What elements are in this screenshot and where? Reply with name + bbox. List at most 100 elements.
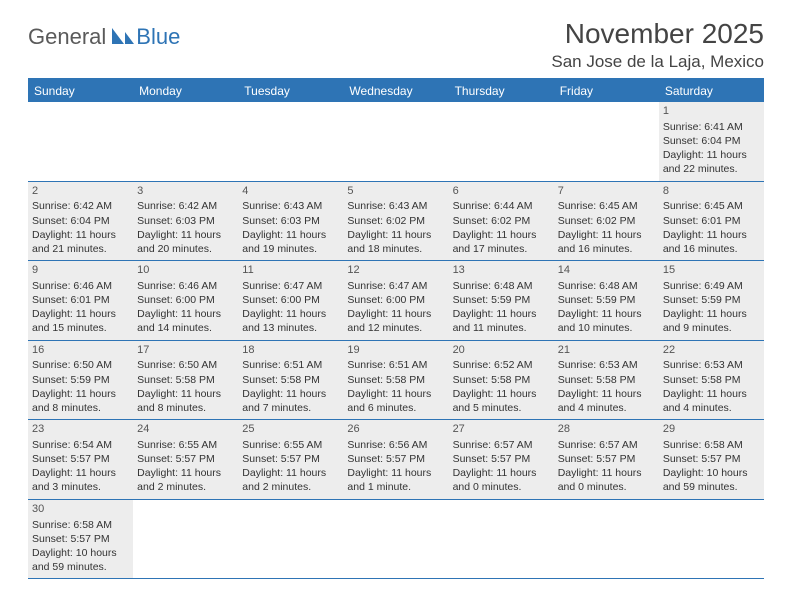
- d2-text: and 7 minutes.: [242, 401, 339, 415]
- weekday-label: Monday: [133, 80, 238, 102]
- sunset-text: Sunset: 6:01 PM: [663, 214, 760, 228]
- day-cell: 15Sunrise: 6:49 AMSunset: 5:59 PMDayligh…: [659, 261, 764, 340]
- day-cell: [28, 102, 133, 181]
- d1-text: Daylight: 11 hours: [137, 307, 234, 321]
- weekday-label: Thursday: [449, 80, 554, 102]
- day-number: 17: [137, 343, 234, 358]
- sunrise-text: Sunrise: 6:58 AM: [663, 438, 760, 452]
- week-row: 16Sunrise: 6:50 AMSunset: 5:59 PMDayligh…: [28, 341, 764, 421]
- d1-text: Daylight: 11 hours: [32, 466, 129, 480]
- sunset-text: Sunset: 5:57 PM: [137, 452, 234, 466]
- d1-text: Daylight: 11 hours: [663, 148, 760, 162]
- day-cell: 25Sunrise: 6:55 AMSunset: 5:57 PMDayligh…: [238, 420, 343, 499]
- d2-text: and 17 minutes.: [453, 242, 550, 256]
- day-number: 23: [32, 422, 129, 437]
- day-cell: 9Sunrise: 6:46 AMSunset: 6:01 PMDaylight…: [28, 261, 133, 340]
- day-cell: 30Sunrise: 6:58 AMSunset: 5:57 PMDayligh…: [28, 500, 133, 579]
- sunset-text: Sunset: 5:57 PM: [242, 452, 339, 466]
- d2-text: and 0 minutes.: [558, 480, 655, 494]
- d1-text: Daylight: 11 hours: [453, 307, 550, 321]
- d2-text: and 12 minutes.: [347, 321, 444, 335]
- day-number: 10: [137, 263, 234, 278]
- day-number: 27: [453, 422, 550, 437]
- day-number: 13: [453, 263, 550, 278]
- day-cell: 20Sunrise: 6:52 AMSunset: 5:58 PMDayligh…: [449, 341, 554, 420]
- sunset-text: Sunset: 5:59 PM: [663, 293, 760, 307]
- weekday-label: Wednesday: [343, 80, 448, 102]
- sunset-text: Sunset: 5:57 PM: [347, 452, 444, 466]
- day-number: 28: [558, 422, 655, 437]
- sunrise-text: Sunrise: 6:51 AM: [347, 358, 444, 372]
- sunrise-text: Sunrise: 6:58 AM: [32, 518, 129, 532]
- d2-text: and 15 minutes.: [32, 321, 129, 335]
- d1-text: Daylight: 11 hours: [453, 466, 550, 480]
- week-row: 23Sunrise: 6:54 AMSunset: 5:57 PMDayligh…: [28, 420, 764, 500]
- d2-text: and 21 minutes.: [32, 242, 129, 256]
- sunset-text: Sunset: 6:03 PM: [137, 214, 234, 228]
- day-cell: [238, 500, 343, 579]
- sunset-text: Sunset: 6:04 PM: [32, 214, 129, 228]
- d1-text: Daylight: 11 hours: [347, 228, 444, 242]
- d1-text: Daylight: 11 hours: [663, 307, 760, 321]
- brand-part2: Blue: [136, 24, 180, 50]
- d2-text: and 11 minutes.: [453, 321, 550, 335]
- day-number: 29: [663, 422, 760, 437]
- day-cell: 23Sunrise: 6:54 AMSunset: 5:57 PMDayligh…: [28, 420, 133, 499]
- day-cell: [449, 500, 554, 579]
- day-number: 22: [663, 343, 760, 358]
- day-cell: 2Sunrise: 6:42 AMSunset: 6:04 PMDaylight…: [28, 182, 133, 261]
- sunrise-text: Sunrise: 6:48 AM: [453, 279, 550, 293]
- day-cell: 21Sunrise: 6:53 AMSunset: 5:58 PMDayligh…: [554, 341, 659, 420]
- sunrise-text: Sunrise: 6:45 AM: [558, 199, 655, 213]
- sunrise-text: Sunrise: 6:45 AM: [663, 199, 760, 213]
- sail-icon: [110, 26, 136, 51]
- sunset-text: Sunset: 6:03 PM: [242, 214, 339, 228]
- sunrise-text: Sunrise: 6:47 AM: [347, 279, 444, 293]
- d1-text: Daylight: 11 hours: [347, 387, 444, 401]
- d1-text: Daylight: 11 hours: [32, 228, 129, 242]
- sunset-text: Sunset: 5:59 PM: [558, 293, 655, 307]
- d1-text: Daylight: 10 hours: [663, 466, 760, 480]
- day-cell: [449, 102, 554, 181]
- week-row: 2Sunrise: 6:42 AMSunset: 6:04 PMDaylight…: [28, 182, 764, 262]
- sunset-text: Sunset: 6:02 PM: [347, 214, 444, 228]
- day-cell: [343, 500, 448, 579]
- sunset-text: Sunset: 6:00 PM: [137, 293, 234, 307]
- sunset-text: Sunset: 5:57 PM: [558, 452, 655, 466]
- sunrise-text: Sunrise: 6:50 AM: [32, 358, 129, 372]
- sunrise-text: Sunrise: 6:41 AM: [663, 120, 760, 134]
- day-number: 24: [137, 422, 234, 437]
- day-cell: 10Sunrise: 6:46 AMSunset: 6:00 PMDayligh…: [133, 261, 238, 340]
- brand-logo: General Blue: [28, 24, 180, 50]
- day-cell: 1Sunrise: 6:41 AMSunset: 6:04 PMDaylight…: [659, 102, 764, 181]
- sunrise-text: Sunrise: 6:42 AM: [137, 199, 234, 213]
- sunrise-text: Sunrise: 6:49 AM: [663, 279, 760, 293]
- d1-text: Daylight: 11 hours: [663, 228, 760, 242]
- day-number: 3: [137, 184, 234, 199]
- sunrise-text: Sunrise: 6:55 AM: [242, 438, 339, 452]
- month-title: November 2025: [551, 18, 764, 50]
- day-cell: 8Sunrise: 6:45 AMSunset: 6:01 PMDaylight…: [659, 182, 764, 261]
- day-cell: 28Sunrise: 6:57 AMSunset: 5:57 PMDayligh…: [554, 420, 659, 499]
- day-number: 30: [32, 502, 129, 517]
- d1-text: Daylight: 11 hours: [663, 387, 760, 401]
- sunrise-text: Sunrise: 6:43 AM: [242, 199, 339, 213]
- d1-text: Daylight: 11 hours: [347, 466, 444, 480]
- d2-text: and 13 minutes.: [242, 321, 339, 335]
- d2-text: and 18 minutes.: [347, 242, 444, 256]
- sunrise-text: Sunrise: 6:47 AM: [242, 279, 339, 293]
- sunrise-text: Sunrise: 6:57 AM: [453, 438, 550, 452]
- day-cell: 6Sunrise: 6:44 AMSunset: 6:02 PMDaylight…: [449, 182, 554, 261]
- day-number: 18: [242, 343, 339, 358]
- day-cell: 13Sunrise: 6:48 AMSunset: 5:59 PMDayligh…: [449, 261, 554, 340]
- d1-text: Daylight: 11 hours: [32, 387, 129, 401]
- day-number: 21: [558, 343, 655, 358]
- day-cell: 24Sunrise: 6:55 AMSunset: 5:57 PMDayligh…: [133, 420, 238, 499]
- day-cell: 19Sunrise: 6:51 AMSunset: 5:58 PMDayligh…: [343, 341, 448, 420]
- sunrise-text: Sunrise: 6:53 AM: [663, 358, 760, 372]
- title-block: November 2025 San Jose de la Laja, Mexic…: [551, 18, 764, 72]
- day-cell: 5Sunrise: 6:43 AMSunset: 6:02 PMDaylight…: [343, 182, 448, 261]
- sunset-text: Sunset: 5:58 PM: [663, 373, 760, 387]
- sunrise-text: Sunrise: 6:44 AM: [453, 199, 550, 213]
- sunset-text: Sunset: 6:04 PM: [663, 134, 760, 148]
